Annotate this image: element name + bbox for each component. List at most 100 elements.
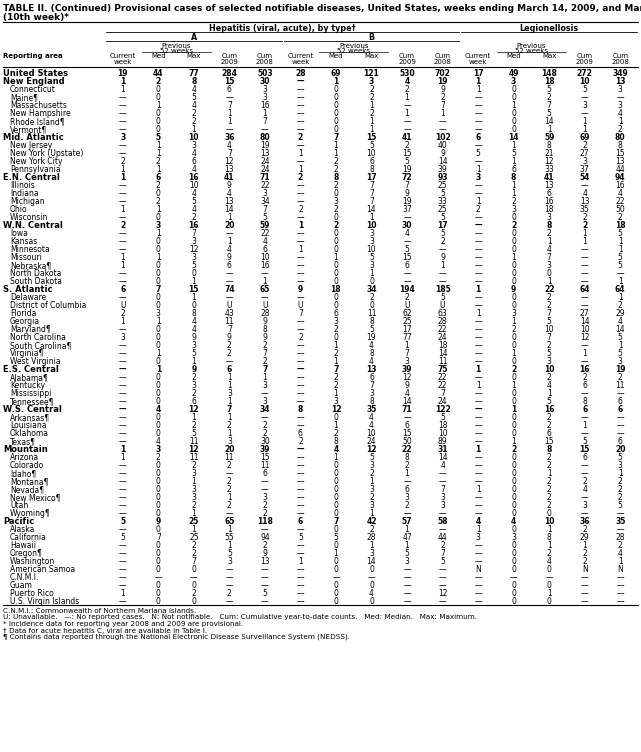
Text: —: — bbox=[297, 477, 304, 486]
Text: —: — bbox=[297, 389, 304, 398]
Text: 6: 6 bbox=[547, 429, 552, 438]
Text: California: California bbox=[10, 533, 47, 542]
Text: 2: 2 bbox=[263, 341, 267, 350]
Text: —: — bbox=[119, 469, 126, 478]
Text: 2: 2 bbox=[547, 453, 551, 462]
Text: 1: 1 bbox=[121, 453, 125, 462]
Text: 0: 0 bbox=[156, 269, 161, 278]
Text: 1: 1 bbox=[512, 189, 516, 198]
Text: —: — bbox=[403, 565, 411, 574]
Text: 64: 64 bbox=[579, 285, 590, 294]
Text: 1: 1 bbox=[369, 477, 374, 486]
Text: 2: 2 bbox=[547, 301, 551, 310]
Text: 5: 5 bbox=[262, 213, 267, 222]
Text: —: — bbox=[119, 341, 126, 350]
Text: 2: 2 bbox=[618, 477, 622, 486]
Text: 13: 13 bbox=[260, 149, 270, 158]
Text: —: — bbox=[474, 477, 482, 486]
Text: 40: 40 bbox=[438, 141, 447, 150]
Text: —: — bbox=[119, 541, 126, 550]
Text: —: — bbox=[474, 493, 482, 502]
Text: —: — bbox=[438, 573, 446, 582]
Text: 0: 0 bbox=[333, 525, 338, 534]
Text: 2: 2 bbox=[369, 293, 374, 302]
Text: 5: 5 bbox=[511, 149, 516, 158]
Text: 1: 1 bbox=[192, 277, 196, 286]
Text: 3: 3 bbox=[369, 389, 374, 398]
Text: Wisconsin: Wisconsin bbox=[10, 213, 48, 222]
Text: 1: 1 bbox=[618, 245, 622, 254]
Text: 0: 0 bbox=[156, 93, 161, 102]
Text: 3: 3 bbox=[333, 197, 338, 206]
Text: 4: 4 bbox=[369, 589, 374, 598]
Text: 12: 12 bbox=[224, 157, 234, 166]
Text: —: — bbox=[119, 197, 126, 206]
Text: 5: 5 bbox=[440, 557, 445, 566]
Text: 5: 5 bbox=[547, 349, 552, 358]
Text: 6: 6 bbox=[404, 261, 410, 270]
Text: —: — bbox=[190, 573, 197, 582]
Text: 2: 2 bbox=[618, 373, 622, 382]
Text: 3: 3 bbox=[192, 341, 196, 350]
Text: Cum
2009: Cum 2009 bbox=[221, 53, 238, 65]
Text: —: — bbox=[261, 269, 269, 278]
Text: —: — bbox=[474, 581, 482, 590]
Text: —: — bbox=[297, 141, 304, 150]
Text: 3: 3 bbox=[156, 221, 161, 230]
Text: 4: 4 bbox=[227, 189, 232, 198]
Text: 1: 1 bbox=[192, 525, 196, 534]
Text: 1: 1 bbox=[227, 493, 232, 502]
Text: 69: 69 bbox=[331, 69, 341, 78]
Text: —: — bbox=[403, 573, 411, 582]
Text: 22: 22 bbox=[260, 229, 270, 238]
Text: 2: 2 bbox=[333, 349, 338, 358]
Text: 0: 0 bbox=[192, 581, 196, 590]
Text: 0: 0 bbox=[156, 485, 161, 494]
Text: 0: 0 bbox=[369, 565, 374, 574]
Text: 3: 3 bbox=[369, 237, 374, 246]
Text: 1: 1 bbox=[618, 117, 622, 126]
Text: 3: 3 bbox=[476, 533, 481, 542]
Text: 1: 1 bbox=[369, 509, 374, 518]
Text: 0: 0 bbox=[511, 565, 516, 574]
Text: 16: 16 bbox=[188, 221, 199, 230]
Text: Oklahoma: Oklahoma bbox=[10, 429, 49, 438]
Text: 0: 0 bbox=[511, 293, 516, 302]
Text: South Carolina¶: South Carolina¶ bbox=[10, 341, 71, 350]
Text: 0: 0 bbox=[156, 469, 161, 478]
Text: 0: 0 bbox=[333, 581, 338, 590]
Text: 8: 8 bbox=[333, 173, 338, 182]
Text: 6: 6 bbox=[404, 421, 410, 430]
Text: 0: 0 bbox=[156, 213, 161, 222]
Text: 102: 102 bbox=[435, 133, 451, 142]
Text: 19: 19 bbox=[402, 165, 412, 174]
Text: —: — bbox=[474, 405, 482, 414]
Text: 42: 42 bbox=[366, 517, 377, 526]
Text: 17: 17 bbox=[437, 221, 448, 230]
Text: 6: 6 bbox=[582, 405, 587, 414]
Text: 7: 7 bbox=[440, 549, 445, 558]
Text: —: — bbox=[297, 237, 304, 246]
Text: 13: 13 bbox=[544, 181, 554, 190]
Text: 3: 3 bbox=[192, 253, 196, 262]
Text: TABLE II. (Continued) Provisional cases of selected notifiable diseases, United : TABLE II. (Continued) Provisional cases … bbox=[3, 4, 641, 13]
Text: 11: 11 bbox=[224, 317, 234, 326]
Text: —: — bbox=[474, 93, 482, 102]
Text: 55: 55 bbox=[224, 533, 234, 542]
Text: 2: 2 bbox=[263, 421, 267, 430]
Text: 1: 1 bbox=[476, 309, 481, 318]
Text: —: — bbox=[226, 597, 233, 606]
Text: —: — bbox=[226, 573, 233, 582]
Text: 9: 9 bbox=[404, 381, 410, 390]
Text: 0: 0 bbox=[333, 541, 338, 550]
Text: 2: 2 bbox=[582, 477, 587, 486]
Text: 3: 3 bbox=[511, 309, 516, 318]
Text: 2: 2 bbox=[547, 421, 551, 430]
Text: 3: 3 bbox=[582, 501, 587, 510]
Text: 1: 1 bbox=[192, 477, 196, 486]
Text: 18: 18 bbox=[615, 221, 626, 230]
Text: 1: 1 bbox=[476, 285, 481, 294]
Text: Nevada¶: Nevada¶ bbox=[10, 485, 44, 494]
Text: 0: 0 bbox=[156, 549, 161, 558]
Text: —: — bbox=[297, 181, 304, 190]
